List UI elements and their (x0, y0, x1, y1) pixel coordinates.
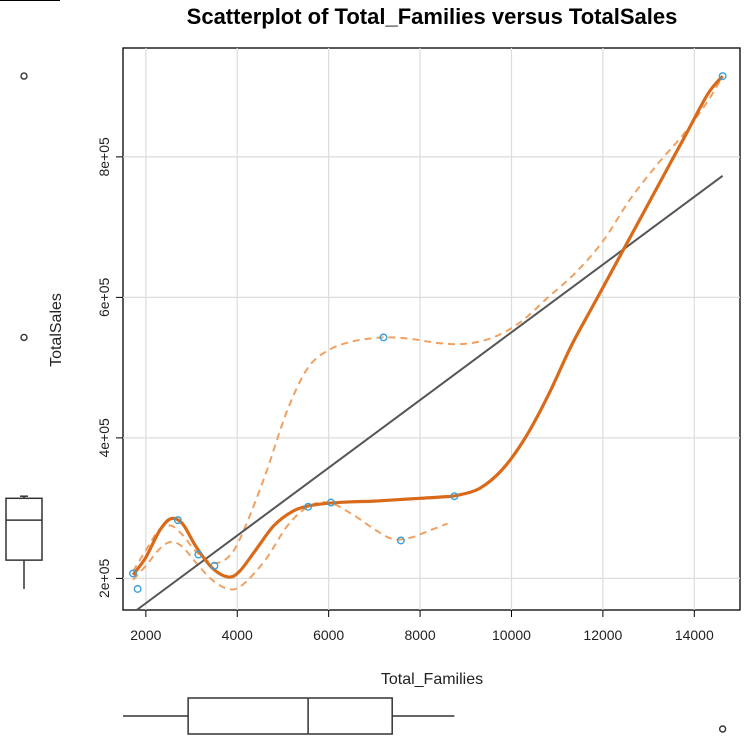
y-boxplot (5, 72, 43, 589)
data-point (450, 492, 459, 501)
data-point (379, 333, 388, 342)
top-edge-line (0, 0, 60, 1)
data-points (129, 72, 727, 593)
chart-title: Scatterplot of Total_Families versus Tot… (187, 4, 678, 29)
x-box-body (187, 697, 393, 735)
data-point (718, 72, 727, 81)
y-tick-label: 6e+05 (96, 278, 112, 318)
x-tick-label: 14000 (675, 627, 714, 643)
y-box-body (5, 497, 43, 561)
data-point (326, 498, 335, 507)
y-box-outlier (20, 72, 28, 80)
grid-lines (123, 48, 740, 610)
data-point (396, 536, 405, 545)
y-tick-label: 4e+05 (96, 418, 112, 458)
data-point (133, 584, 142, 593)
x-tick-label: 6000 (313, 627, 344, 643)
data-point (210, 561, 219, 570)
x-axis-ticks: 2000 4000 6000 8000 10000 12000 14000 (130, 610, 714, 643)
regression-line (136, 175, 724, 611)
data-point (129, 569, 138, 578)
data-point (194, 550, 203, 559)
fit-lines (131, 75, 724, 611)
y-axis-ticks: 2e+05 4e+05 6e+05 8e+05 (96, 137, 123, 598)
x-axis-label: Total_Families (381, 671, 483, 688)
data-point (304, 502, 313, 511)
x-tick-label: 10000 (492, 627, 531, 643)
plot-border (122, 47, 741, 611)
x-box-outlier (718, 725, 727, 733)
data-point (173, 516, 182, 525)
x-tick-label: 4000 (222, 627, 253, 643)
y-box-outlier (20, 333, 28, 342)
spread-upper-line (132, 75, 724, 572)
y-tick-label: 2e+05 (96, 559, 112, 599)
x-tick-label: 8000 (404, 627, 435, 643)
x-boxplot (123, 697, 727, 735)
x-tick-label: 2000 (130, 627, 161, 643)
x-tick-label: 12000 (583, 627, 622, 643)
y-axis-label: TotalSales (48, 293, 65, 367)
smooth-line (131, 75, 724, 579)
spread-lines (132, 75, 724, 591)
y-tick-label: 8e+05 (96, 137, 112, 177)
spread-lower-line (132, 501, 448, 591)
